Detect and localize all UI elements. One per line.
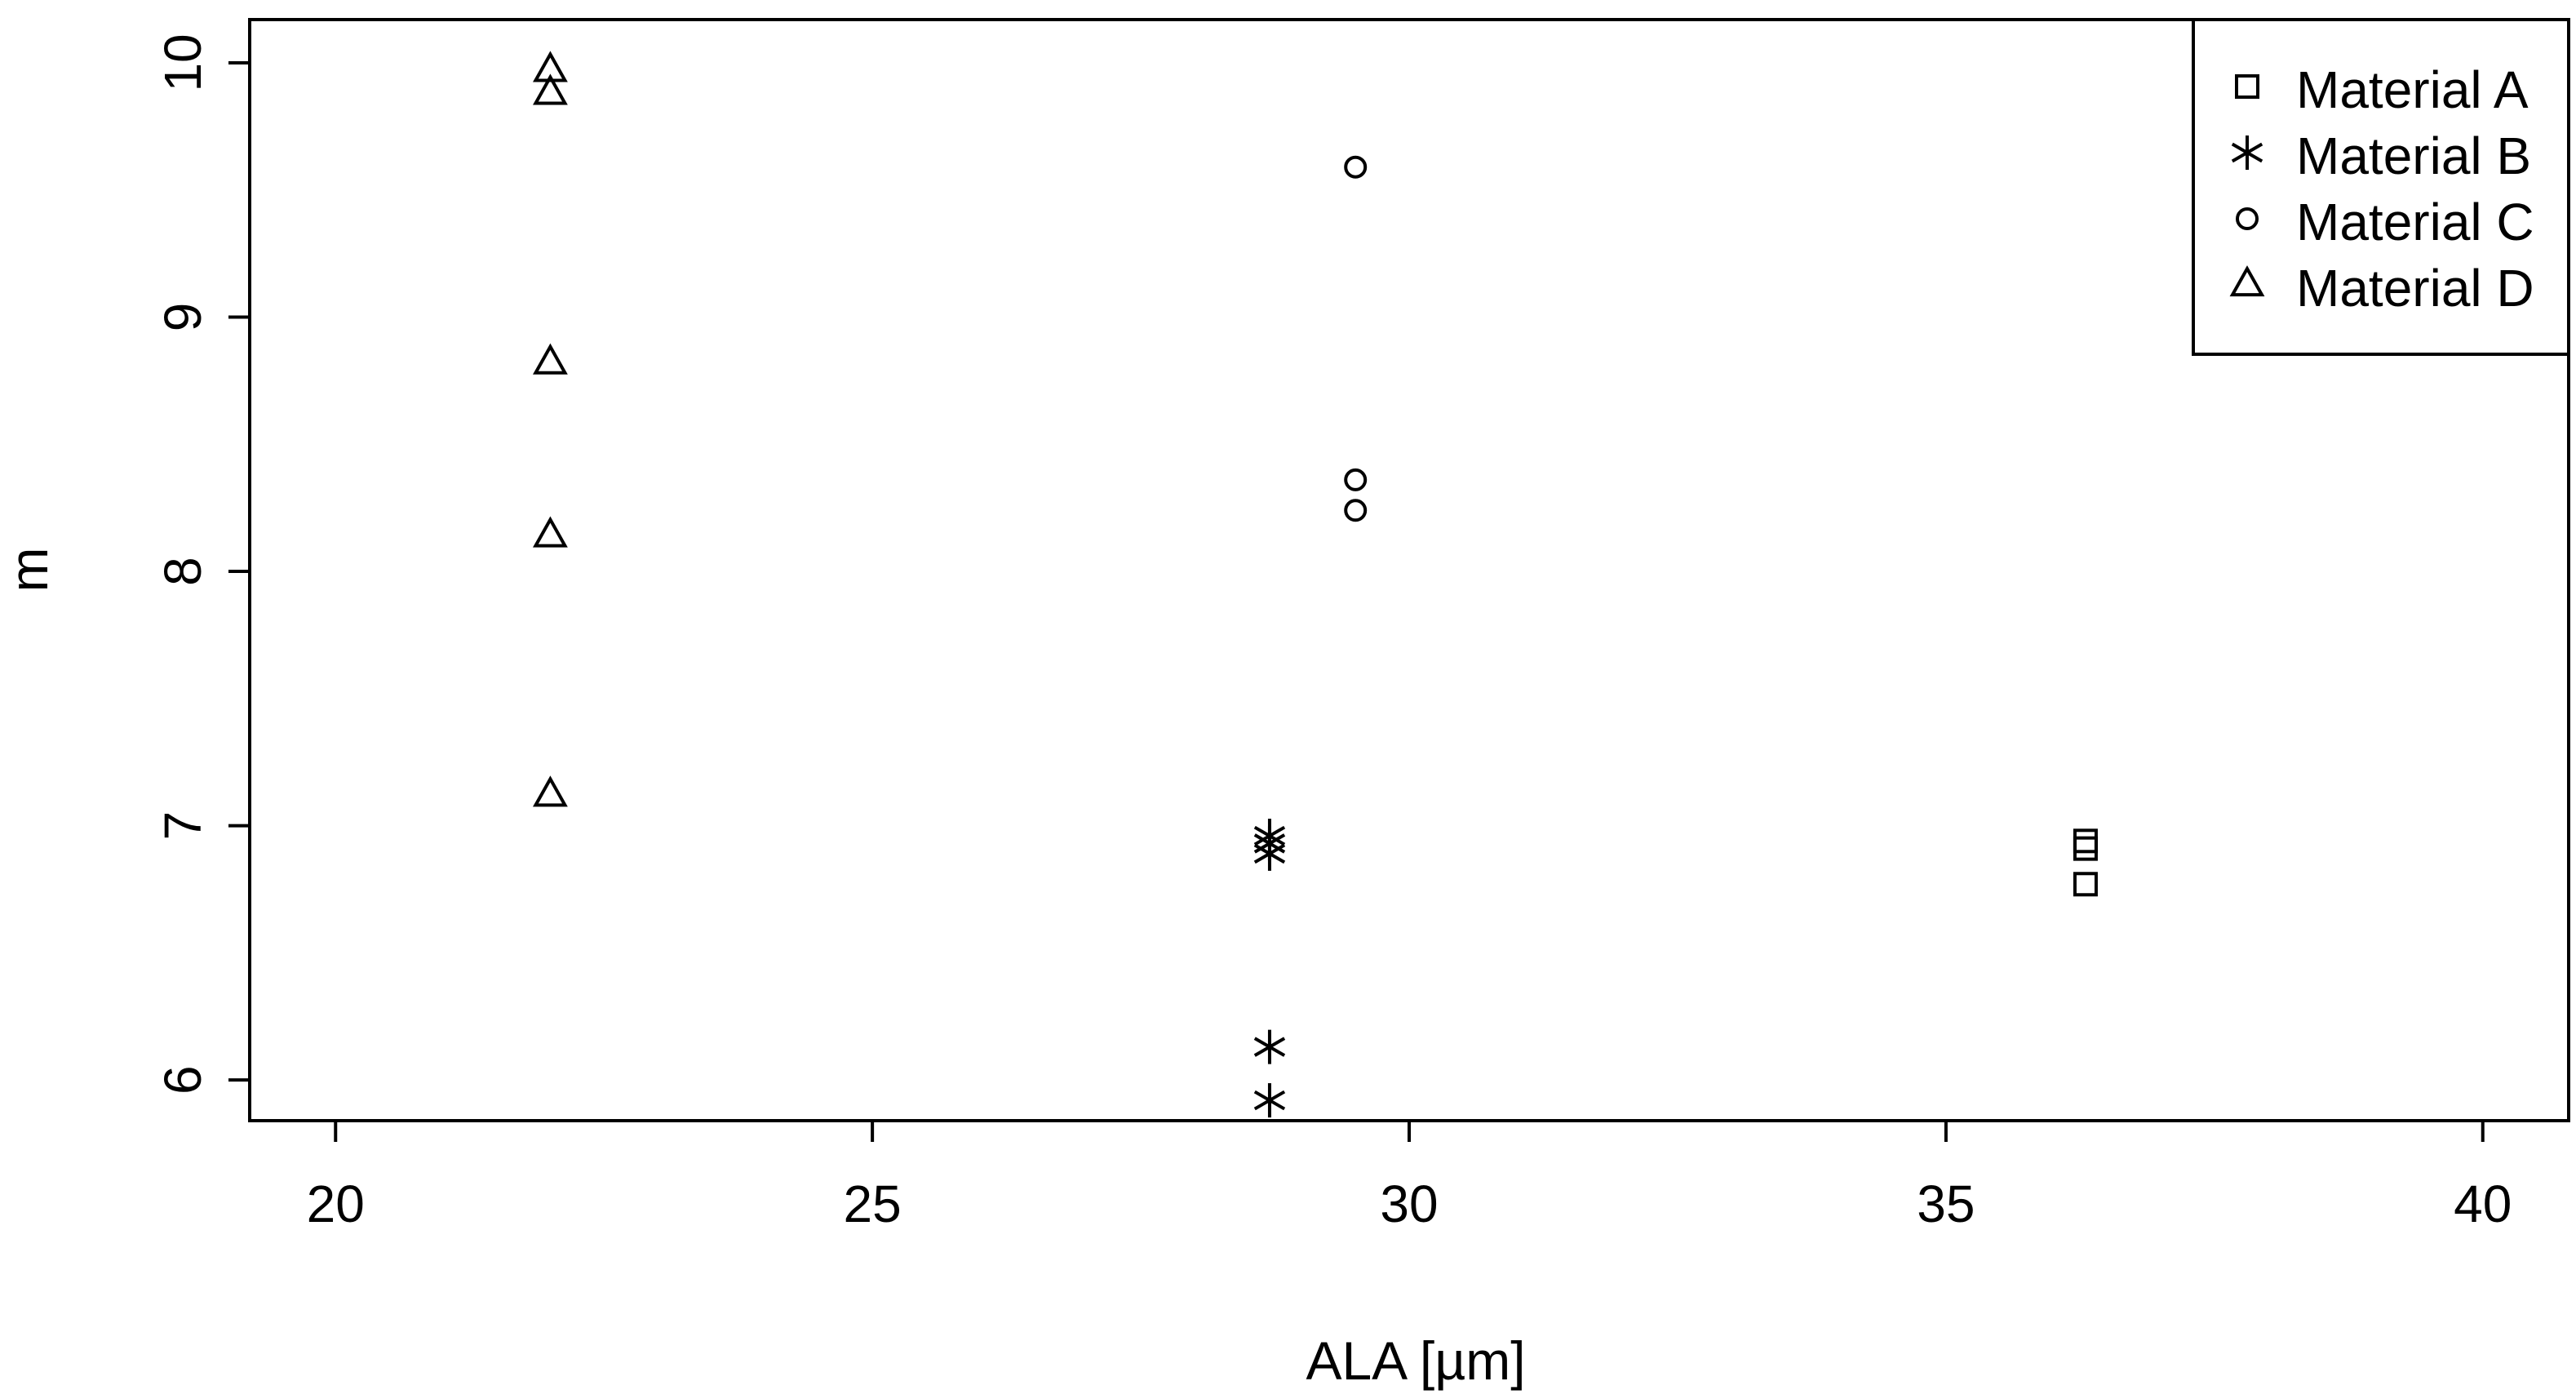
y-tick-label: 8: [153, 557, 212, 586]
x-tick-label: 35: [1917, 1175, 1975, 1233]
x-axis-title: ALA [µm]: [1306, 1330, 1525, 1391]
x-tick-label: 25: [844, 1175, 902, 1233]
data-point-material-d: [532, 343, 568, 375]
legend: Material A Material B Material C Material D: [2192, 18, 2570, 356]
data-point-material-d: [532, 516, 568, 548]
y-tick-label: 6: [153, 1065, 212, 1095]
y-tick-label: 7: [153, 811, 212, 841]
legend-label-material-a: Material A: [2296, 60, 2529, 119]
legend-symbol-material-a: [2235, 74, 2259, 99]
data-point-material-a: [2073, 828, 2098, 854]
legend-symbol-material-b: [2231, 135, 2263, 170]
y-tick-label: 9: [153, 303, 212, 332]
x-tick-label: 20: [307, 1175, 365, 1233]
legend-label-material-b: Material B: [2296, 127, 2531, 185]
y-axis: 6 7 8 9 10: [153, 33, 251, 1095]
data-point-material-a: [2073, 836, 2098, 861]
data-point-material-d: [532, 775, 568, 807]
data-point-material-a: [2073, 872, 2098, 897]
data-point-material-b: [1253, 1029, 1286, 1064]
data-point-material-b: [1253, 836, 1286, 871]
legend-label-material-d: Material D: [2296, 259, 2534, 318]
data-point-material-c: [1344, 468, 1368, 491]
legend-label-material-c: Material C: [2296, 193, 2534, 251]
y-axis-title: m: [0, 548, 59, 593]
data-point-material-d: [532, 73, 568, 105]
legend-symbol-material-d: [2229, 265, 2265, 297]
data-point-material-c: [1344, 155, 1368, 179]
x-tick-label: 40: [2454, 1175, 2512, 1233]
data-point-material-c: [1344, 499, 1368, 522]
data-points: [532, 51, 2098, 1118]
x-tick-label: 30: [1380, 1175, 1438, 1233]
legend-symbol-material-c: [2236, 207, 2259, 230]
x-axis: 20 25 30 35 40: [307, 1119, 2512, 1233]
data-point-material-b: [1253, 1083, 1286, 1118]
y-tick-label: 10: [153, 33, 212, 91]
